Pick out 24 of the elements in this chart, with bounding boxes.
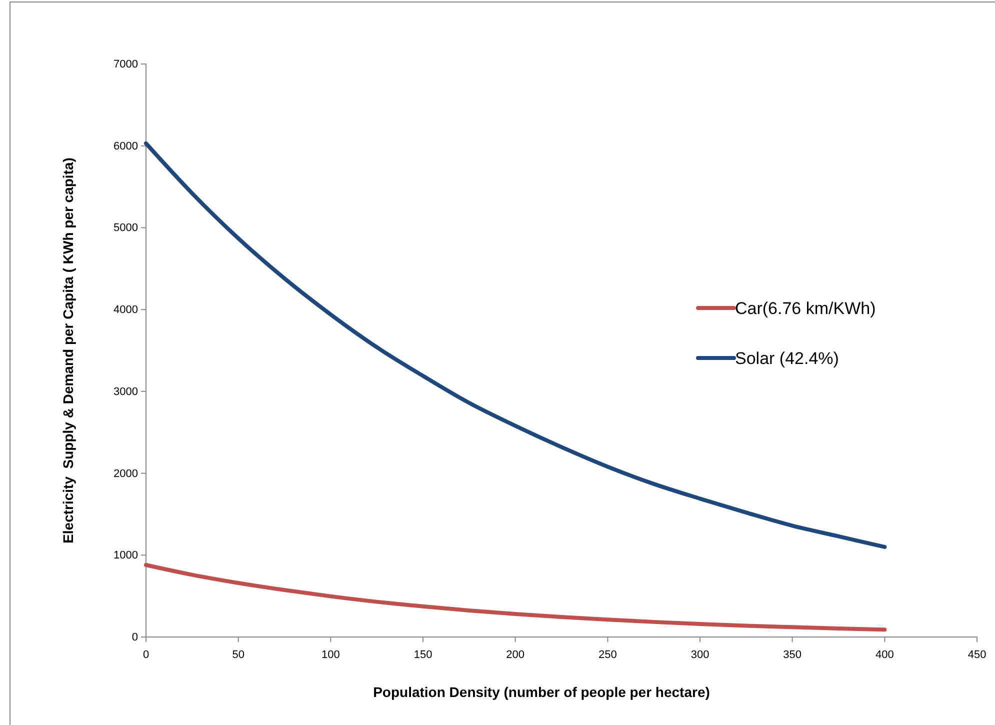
y-tick-label: 1000 xyxy=(114,550,138,562)
y-tick-label: 4000 xyxy=(114,304,138,316)
x-tick-label: 150 xyxy=(414,649,432,662)
y-tick-label: 6000 xyxy=(114,140,138,152)
y-tick-label: 0 xyxy=(132,632,138,644)
x-tick-label: 450 xyxy=(968,649,986,662)
line-series xyxy=(144,562,887,632)
line-series xyxy=(144,141,887,549)
y-tick-label: 2000 xyxy=(114,468,138,480)
x-tick-label: 300 xyxy=(690,649,710,662)
y-tick-label: 5000 xyxy=(114,222,138,234)
x-tick-label: 200 xyxy=(506,649,525,662)
x-tick-label: 400 xyxy=(875,649,894,662)
x-tick-label: 250 xyxy=(598,649,617,662)
x-axis-title: Population Density (number of people per hectare) xyxy=(373,684,710,700)
x-tick-label: 350 xyxy=(783,649,802,662)
x-tick-label: 100 xyxy=(321,649,340,662)
y-tick-label: 3000 xyxy=(114,386,138,398)
x-tick-label: 50 xyxy=(232,649,244,662)
y-axis-title: Electricity Supply & Demand per Capita ( KWh per capita) xyxy=(60,158,76,544)
x-tick-label: 0 xyxy=(142,649,150,662)
y-tick-label: 7000 xyxy=(114,58,138,71)
legend-label: Car(6.76 km/KWh) xyxy=(735,299,876,318)
legend-label: Solar (42.4%) xyxy=(735,349,839,368)
